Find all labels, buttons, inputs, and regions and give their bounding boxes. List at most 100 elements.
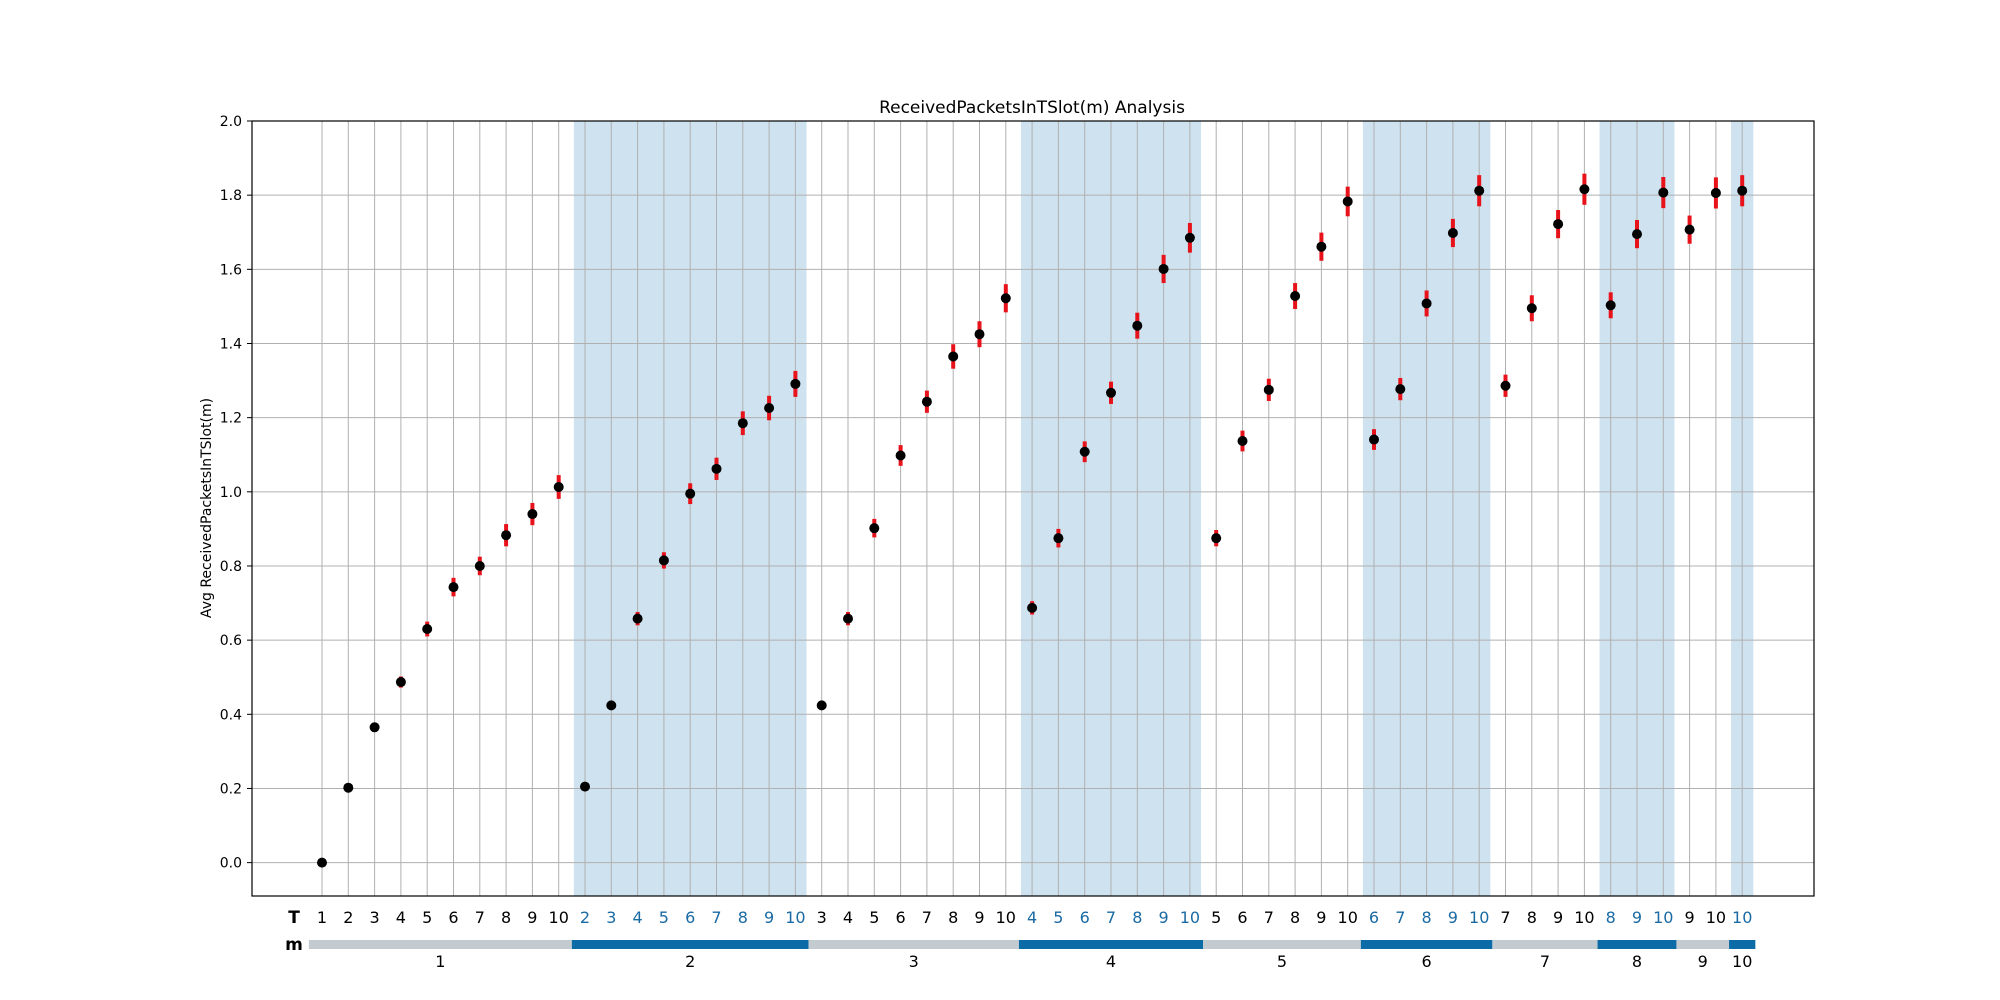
data-point <box>1106 387 1116 398</box>
data-point <box>1237 436 1248 447</box>
data-point <box>1737 185 1748 196</box>
t-label: 7 <box>922 908 932 927</box>
data-point <box>1000 293 1011 304</box>
data-point <box>606 700 617 711</box>
chart-title: ReceivedPacketsInTSlot(m) Analysis <box>879 98 1185 118</box>
t-label: 10 <box>785 908 805 927</box>
t-label: 9 <box>1448 908 1458 927</box>
m-group-bar-3 <box>808 940 1019 949</box>
data-point <box>764 403 775 414</box>
data-point <box>501 530 512 541</box>
data-point <box>1605 300 1616 311</box>
t-label: 9 <box>1685 908 1695 927</box>
data-point <box>580 781 590 792</box>
data-point <box>685 488 696 499</box>
y-tick-label: 1.4 <box>220 336 242 352</box>
data-point <box>948 351 959 362</box>
data-point <box>1526 303 1537 314</box>
y-tick-label: 1.6 <box>220 262 242 278</box>
data-point <box>474 560 485 571</box>
t-label: 8 <box>948 908 958 927</box>
data-point <box>1553 219 1564 230</box>
m-group-bar-9 <box>1676 940 1730 949</box>
y-tick-label: 0.8 <box>220 559 242 575</box>
y-tick-label: 1.0 <box>220 485 242 501</box>
m-group-label: 3 <box>909 952 919 971</box>
m-group-label: 6 <box>1422 952 1432 971</box>
y-tick-label: 1.2 <box>220 411 242 427</box>
t-label: 7 <box>1264 908 1274 927</box>
t-label: 3 <box>817 908 827 927</box>
y-tick-label: 0.2 <box>220 781 242 797</box>
t-label: 6 <box>685 908 695 927</box>
m-group-label: 4 <box>1106 952 1116 971</box>
t-label: 7 <box>475 908 485 927</box>
data-point <box>869 523 880 534</box>
t-label: 9 <box>1316 908 1326 927</box>
data-point <box>1290 291 1301 302</box>
t-label: 1 <box>317 908 327 927</box>
m-group-bar-2 <box>571 940 809 949</box>
data-point <box>1158 263 1169 274</box>
t-label: 10 <box>1653 908 1673 927</box>
data-point <box>448 582 459 593</box>
data-point <box>711 463 722 474</box>
t-label: 6 <box>448 908 458 927</box>
m-group-bar-1 <box>308 940 572 949</box>
data-point <box>816 700 827 711</box>
plot-frame <box>251 120 1815 897</box>
data-point <box>632 613 643 624</box>
t-label: 5 <box>1211 908 1221 927</box>
t-label: 7 <box>1395 908 1405 927</box>
data-point <box>1579 184 1590 195</box>
m-group-label: 7 <box>1540 952 1550 971</box>
t-label: 9 <box>764 908 774 927</box>
data-point <box>1658 187 1669 198</box>
t-label: 3 <box>370 908 380 927</box>
t-label: 8 <box>1422 908 1432 927</box>
t-label: 10 <box>1732 908 1752 927</box>
m-group-label: 10 <box>1732 952 1752 971</box>
data-point <box>369 722 380 733</box>
t-label: 10 <box>1180 908 1200 927</box>
t-label: 5 <box>422 908 432 927</box>
t-label: 9 <box>1632 908 1642 927</box>
data-point <box>1079 446 1090 457</box>
data-point <box>1263 384 1274 395</box>
t-label: 5 <box>869 908 879 927</box>
data-point <box>422 624 433 635</box>
t-label: 3 <box>606 908 616 927</box>
t-label: 5 <box>659 908 669 927</box>
t-label: 2 <box>580 908 590 927</box>
data-point <box>974 329 985 340</box>
t-label: 4 <box>843 908 853 927</box>
data-point <box>1500 380 1511 391</box>
t-label: 4 <box>633 908 643 927</box>
data-point <box>1421 298 1432 309</box>
data-point <box>395 677 406 688</box>
m-group-bar-8 <box>1597 940 1677 949</box>
data-point <box>658 555 669 566</box>
data-point <box>1211 533 1222 544</box>
data-point <box>1184 232 1195 243</box>
t-label: 8 <box>1290 908 1300 927</box>
t-label: 6 <box>1369 908 1379 927</box>
m-group-bar-10 <box>1729 940 1756 949</box>
t-label: 10 <box>1574 908 1594 927</box>
data-point <box>1027 602 1038 613</box>
data-point <box>343 782 354 793</box>
t-label: 8 <box>1527 908 1537 927</box>
t-label: 7 <box>711 908 721 927</box>
data-point <box>1342 196 1353 207</box>
t-row-header: T <box>288 908 300 928</box>
t-label: 10 <box>996 908 1016 927</box>
m-group-label: 8 <box>1632 952 1642 971</box>
data-point <box>737 418 748 429</box>
t-label: 9 <box>1553 908 1563 927</box>
m-row-header: m <box>285 935 303 955</box>
m-group-bar-7 <box>1492 940 1598 949</box>
data-point <box>1316 241 1327 252</box>
y-tick-label: 2.0 <box>220 114 242 130</box>
y-tick-label: 0.6 <box>220 633 242 649</box>
y-axis-ticks: 0.0 0.2 0.4 0.6 0.8 1.0 1.2 1.4 1.6 1.8 2.0 <box>220 114 252 872</box>
